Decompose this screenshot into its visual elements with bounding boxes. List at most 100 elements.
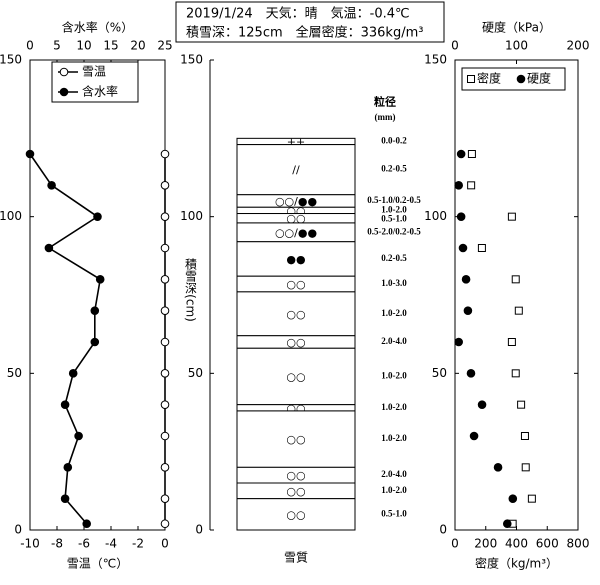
point — [507, 338, 516, 346]
point — [454, 181, 463, 190]
point — [521, 463, 530, 472]
point — [160, 181, 170, 190]
layer-symbol: // — [292, 164, 300, 177]
snow-layer — [236, 144, 356, 196]
point — [466, 369, 476, 378]
x-tick-label: -4 — [105, 537, 117, 551]
layer-symbol: ○○ — [286, 370, 305, 383]
point — [160, 463, 170, 472]
x2-axis-title: 硬度（kPa） — [482, 20, 551, 35]
legend-label: 密度 — [477, 71, 501, 86]
point — [95, 275, 105, 284]
point — [507, 212, 516, 221]
grain-size: 0.2-0.5 — [381, 164, 407, 174]
x2-tick-label: 15 — [103, 39, 118, 53]
snow-layer — [236, 347, 356, 406]
point — [461, 275, 471, 284]
grain-size: 1.0-2.0 — [381, 402, 407, 412]
header-box — [175, 1, 445, 43]
x2-tick-label: 10 — [76, 39, 91, 53]
point — [508, 494, 518, 503]
point — [160, 149, 170, 159]
grain-size: 2.0-4.0 — [381, 469, 407, 479]
x-tick-label: 0 — [161, 537, 169, 551]
y-tick-label: 50 — [432, 366, 447, 380]
point — [160, 337, 170, 347]
header-line: 積雪深：125cm 全層密度：336kg/m³ — [186, 25, 423, 41]
grain-size: 0.5-1.0/0.2-0.5 — [367, 195, 421, 205]
point — [44, 243, 54, 253]
layer-symbol: ○○ — [286, 278, 305, 291]
grain-unit: (mm) — [375, 112, 396, 122]
point — [160, 494, 170, 503]
point — [160, 431, 170, 441]
point — [63, 463, 73, 472]
point — [160, 243, 170, 253]
layer-symbol: ○○ — [286, 212, 305, 225]
x2-tick-label: 0 — [451, 39, 459, 53]
y-tick-label: 50 — [7, 366, 22, 380]
point — [60, 494, 70, 503]
legend-marker — [516, 74, 526, 84]
legend-marker — [59, 67, 69, 77]
point — [463, 306, 473, 315]
point — [160, 369, 170, 378]
point — [160, 519, 170, 529]
point — [160, 400, 170, 409]
legend-marker — [467, 75, 475, 83]
x-axis-title: 雪質 — [284, 550, 308, 565]
layer-symbol: ○○/●● — [275, 195, 317, 208]
point — [502, 519, 512, 529]
y-tick-label: 150 — [180, 53, 203, 67]
x2-tick-label: 100 — [505, 39, 528, 53]
grain-size: 0.5-2.0/0.2-0.5 — [367, 226, 421, 236]
x2-tick-label: 0 — [26, 39, 34, 53]
point — [469, 431, 479, 441]
point — [527, 494, 536, 503]
x2-tick-label: 25 — [157, 39, 172, 53]
point — [517, 400, 526, 409]
point — [68, 369, 78, 378]
x-tick-label: -2 — [132, 537, 144, 551]
y-tick-label: 0 — [14, 523, 22, 537]
plot-frame — [454, 59, 579, 531]
layer-symbol: ○○ — [286, 508, 305, 521]
y-tick-label: 0 — [439, 523, 447, 537]
legend-label: 雪温 — [82, 65, 106, 79]
grain-size: 0.2-0.5 — [381, 253, 407, 263]
point — [93, 212, 102, 221]
point — [511, 275, 520, 284]
x-tick-label: 0 — [451, 537, 459, 551]
x2-axis-title: 含水率（%） — [62, 20, 133, 35]
grain-title: 粒径 — [374, 95, 396, 109]
point — [511, 369, 520, 378]
legend-box — [461, 67, 566, 91]
point — [160, 275, 170, 284]
layer-symbol: ○○/●● — [275, 226, 317, 239]
snow-layer — [236, 498, 356, 531]
x-axis-title: 密度（kg/m³） — [475, 556, 558, 571]
y-tick-label: 150 — [0, 53, 22, 67]
x-tick-label: 400 — [505, 537, 528, 551]
grain-size: 0.0-0.2 — [381, 136, 407, 146]
legend-label: 硬度 — [527, 71, 551, 86]
point — [477, 244, 486, 252]
point — [493, 463, 503, 472]
y-tick-label: 150 — [424, 53, 447, 67]
legend-marker — [59, 87, 69, 97]
y-axis-title: 積雪深(cm) — [184, 257, 198, 322]
point — [514, 306, 523, 315]
layer-symbol: ●● — [286, 253, 305, 266]
point — [520, 432, 529, 440]
point — [47, 181, 56, 190]
point — [456, 149, 466, 159]
point — [477, 400, 487, 409]
y-tick-label: 100 — [424, 209, 447, 223]
grain-size: 2.0-4.0 — [381, 336, 407, 346]
header-line: 2019/1/24 天気：晴 気温：-0.4℃ — [186, 6, 410, 22]
point — [467, 150, 476, 158]
y-tick-label: 100 — [180, 209, 203, 223]
grain-size: 1.0-2.0 — [381, 308, 407, 318]
point — [467, 181, 476, 190]
